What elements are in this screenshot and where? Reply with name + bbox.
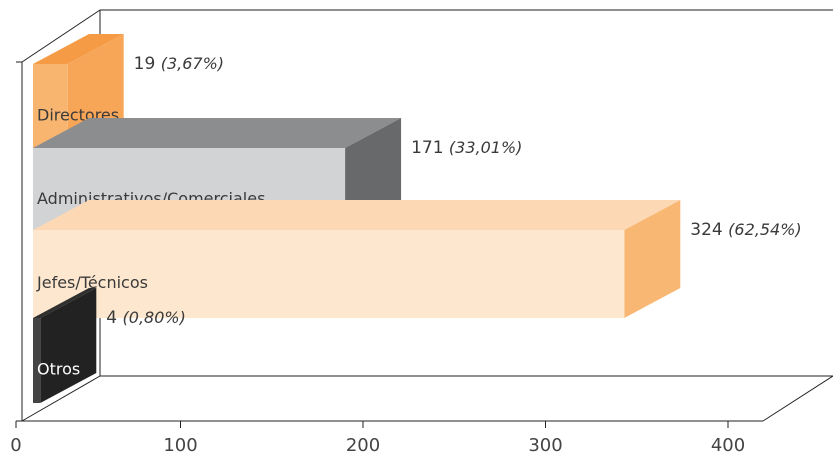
value-label: 171 (33,01%) <box>411 138 522 158</box>
value-label: 19 (3,67%) <box>134 54 224 74</box>
x-tick-label: 0 <box>10 435 21 456</box>
percent-label: (3,67%) <box>161 54 224 73</box>
x-axis-ticks: 0 100 200 300 400 <box>10 421 745 456</box>
value-label: 4 (0,80%) <box>106 308 186 328</box>
x-tick-label: 400 <box>711 435 745 456</box>
category-label: Otros <box>37 360 80 379</box>
x-tick-label: 200 <box>346 435 380 456</box>
percent-label: (0,80%) <box>123 308 186 327</box>
percent-label: (33,01%) <box>449 138 523 157</box>
bar-top-face <box>33 118 401 148</box>
floor-depth-right <box>763 376 833 421</box>
x-tick-label: 100 <box>163 435 197 456</box>
value-label: 324 (62,54%) <box>690 220 801 240</box>
x-tick-label: 300 <box>528 435 562 456</box>
percent-label: (62,54%) <box>728 220 802 239</box>
bar-top-face <box>33 200 680 230</box>
